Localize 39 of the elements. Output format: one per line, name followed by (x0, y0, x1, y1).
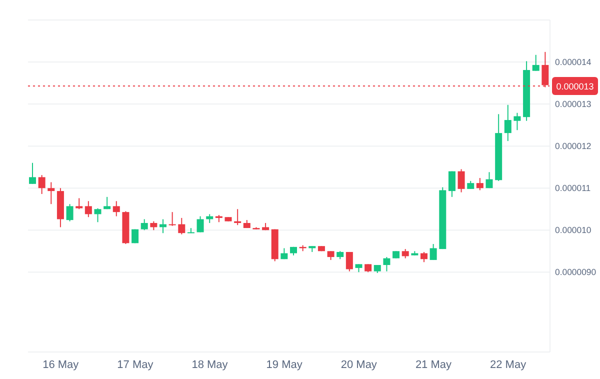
candlestick (476, 178, 484, 191)
candlestick (104, 196, 111, 210)
candlestick (48, 182, 55, 205)
x-tick-label: 16 May (42, 358, 80, 371)
y-tick-label: 0.000011 (555, 183, 591, 194)
candlestick (346, 251, 353, 272)
x-tick-label: 19 May (266, 358, 303, 371)
candlestick (84, 200, 92, 218)
candlestick (504, 104, 512, 142)
candlestick (458, 168, 465, 193)
candlestick (140, 218, 148, 231)
candlestick (29, 162, 36, 184)
candlestick (38, 174, 46, 194)
y-tick-label: 0.000012 (555, 141, 592, 152)
candlestick (76, 198, 83, 210)
candlestick (178, 217, 186, 235)
candlestick (196, 216, 204, 233)
x-tick-label: 21 May (415, 358, 452, 371)
candlestick (430, 243, 437, 260)
candlestick (448, 170, 456, 198)
candlestick (168, 212, 176, 226)
candlestick (112, 200, 120, 217)
candlestick (420, 251, 428, 263)
y-tick-label: 0.000010 (555, 225, 592, 236)
y-tick-label: 0.000014 (555, 57, 592, 68)
candlestick (514, 112, 521, 131)
candlestick (383, 256, 390, 272)
candlestick (66, 204, 74, 222)
x-tick-label: 17 May (117, 358, 154, 371)
candlestick (532, 54, 540, 72)
x-tick-label: 22 May (490, 358, 527, 371)
candlestick (94, 208, 102, 223)
candlestick (402, 248, 409, 259)
x-tick-label: 20 May (340, 358, 378, 371)
y-tick-label: 0.000013 (555, 99, 592, 110)
x-tick-label: 18 May (192, 358, 228, 371)
y-tick-label: 0.0000090 (555, 267, 596, 278)
candlestick (486, 172, 493, 189)
candlestick (160, 218, 166, 234)
